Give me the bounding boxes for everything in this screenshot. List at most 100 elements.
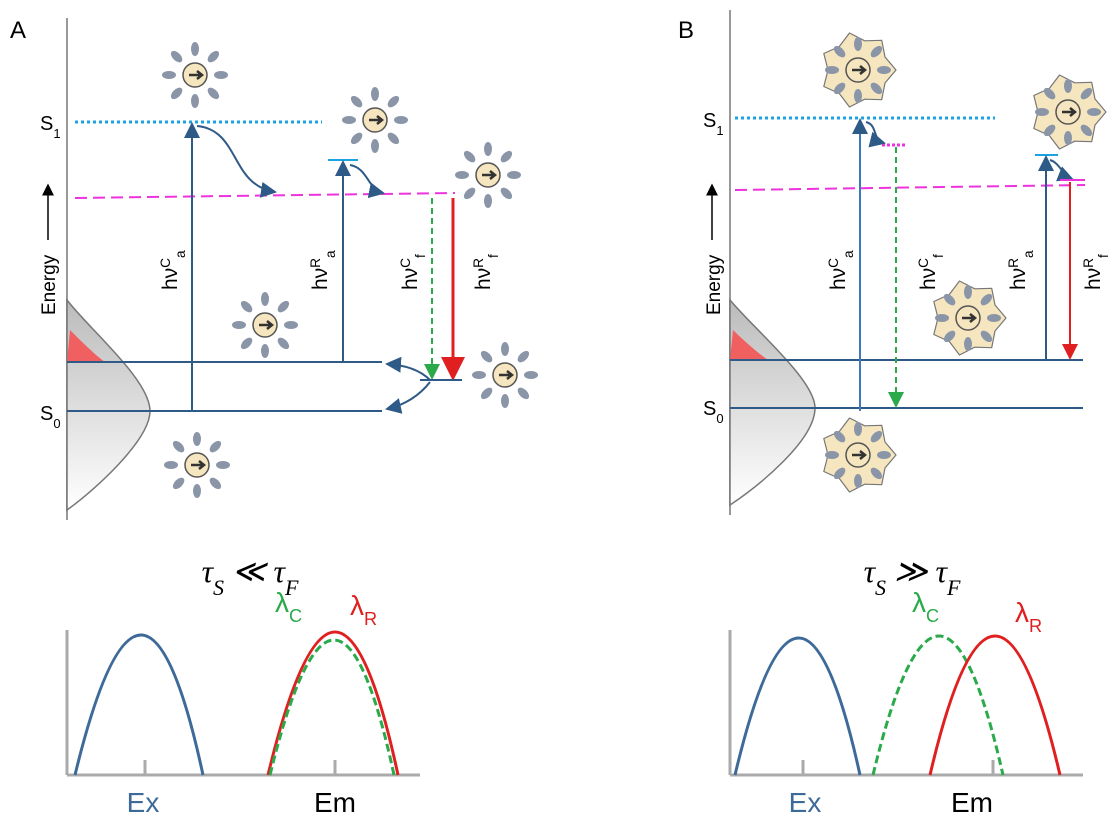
solvent-molecule — [214, 71, 228, 79]
solvent-molecule — [1080, 87, 1093, 100]
axis-title: Energy — [39, 254, 60, 315]
solvent-molecule — [833, 82, 846, 95]
transition-label-sub: f — [931, 254, 946, 258]
peak-label-sub: R — [364, 609, 377, 629]
solvent-molecule — [1043, 87, 1056, 100]
solvent-molecule — [833, 430, 846, 443]
solvent-molecule — [191, 94, 199, 108]
solvent-molecule — [172, 477, 185, 490]
transition-label-sub: a — [1021, 250, 1036, 258]
relation-part: τ — [274, 553, 287, 589]
molecule-icon — [455, 142, 521, 208]
level-label-base: S — [703, 110, 716, 132]
solvent-molecule — [854, 422, 862, 436]
solvent-molecule — [833, 467, 846, 480]
peak-label-base: λ — [912, 587, 926, 618]
level-label-sub: 1 — [716, 123, 723, 138]
solvent-molecule — [216, 461, 230, 469]
transition-label-base: hν — [309, 268, 332, 290]
dipole — [852, 65, 868, 75]
solvent-molecule — [854, 37, 862, 51]
solvent-molecule — [472, 371, 486, 379]
transition-label-sup: C — [826, 258, 841, 268]
solvent-molecule — [207, 87, 220, 100]
solvent-molecule — [164, 461, 178, 469]
solvent-molecule — [350, 132, 363, 145]
transition-label-base: hν — [159, 268, 182, 290]
solvent-molecule — [232, 321, 246, 329]
relation-part: S — [213, 575, 224, 600]
peak-label-sub: R — [1029, 616, 1042, 636]
solvent-molecule — [387, 95, 400, 108]
molecule-icon — [164, 432, 230, 498]
lifetime-relation: τS ≪ τF — [202, 553, 299, 600]
solvent-molecule — [261, 344, 269, 358]
solvent-molecule — [463, 187, 476, 200]
dipole — [191, 460, 207, 470]
molecule-icon — [933, 280, 1007, 356]
solvent-molecule — [455, 171, 469, 179]
solvent-molecule — [387, 132, 400, 145]
transition-label: hνCf — [398, 254, 428, 290]
relation-part: F — [946, 575, 961, 600]
solvent-molecule — [877, 451, 891, 459]
peak-label-base: λ — [275, 587, 289, 618]
solvent-molecule — [240, 337, 253, 350]
molecule-icon — [232, 292, 298, 358]
solvent-molecule — [980, 293, 993, 306]
solvent-molecule — [207, 50, 220, 63]
transition-label-sub: f — [1096, 254, 1111, 258]
relation-part: τ — [202, 553, 215, 589]
solvent-molecule — [500, 187, 513, 200]
solvent-molecule — [463, 150, 476, 163]
panel-b-spectrum — [728, 630, 1083, 777]
spectrum-axis-label: Ex — [789, 787, 822, 818]
solvent-molecule — [342, 116, 356, 124]
molecules — [162, 32, 1107, 498]
solvent-molecule — [209, 477, 222, 490]
relation-part: S — [875, 575, 886, 600]
solvent-molecule — [507, 171, 521, 179]
peak-label: λC — [275, 587, 302, 626]
solvent-molecule — [193, 432, 201, 446]
peak-label: λC — [912, 587, 939, 626]
dipole — [259, 320, 275, 330]
panel-a-spectrum — [65, 630, 420, 777]
dipole — [499, 370, 515, 380]
solvent-molecule — [877, 66, 891, 74]
solvent-molecule — [501, 394, 509, 408]
peak-label: λR — [1015, 597, 1042, 636]
solvent-molecule — [833, 45, 846, 58]
relation-part: ≪ — [232, 553, 269, 589]
solvent-molecule — [277, 300, 290, 313]
solvent-molecule — [870, 82, 883, 95]
transition-label: hνCa — [158, 250, 188, 290]
solvent-molecule — [240, 300, 253, 313]
solvent-molecule — [825, 66, 839, 74]
panel-label: B — [678, 17, 694, 44]
solvent-molecule — [870, 430, 883, 443]
solvent-molecule — [394, 116, 408, 124]
transition-label-sub: a — [841, 250, 856, 258]
relation-part: ≫ — [894, 553, 929, 589]
transition-label-sup: C — [398, 258, 413, 268]
solvent-molecule — [964, 285, 972, 299]
solvent-molecule — [484, 194, 492, 208]
transition-label: hνCf — [916, 254, 946, 290]
solvent-molecule — [350, 95, 363, 108]
dipole — [852, 450, 868, 460]
transition-label-sup: R — [308, 258, 323, 268]
panel-label: A — [10, 17, 26, 44]
solvent-molecule — [943, 293, 956, 306]
solvent-molecule — [371, 87, 379, 101]
transition-label-base: hν — [917, 268, 940, 290]
solvent-molecule — [371, 139, 379, 153]
solvent-molecule — [870, 467, 883, 480]
solvent-molecule — [854, 89, 862, 103]
solvent-molecule — [484, 142, 492, 156]
peak-label-base: λ — [1015, 597, 1029, 628]
transition-label-base: hν — [827, 268, 850, 290]
solvent-molecule — [1087, 108, 1101, 116]
molecule-icon — [823, 32, 897, 108]
